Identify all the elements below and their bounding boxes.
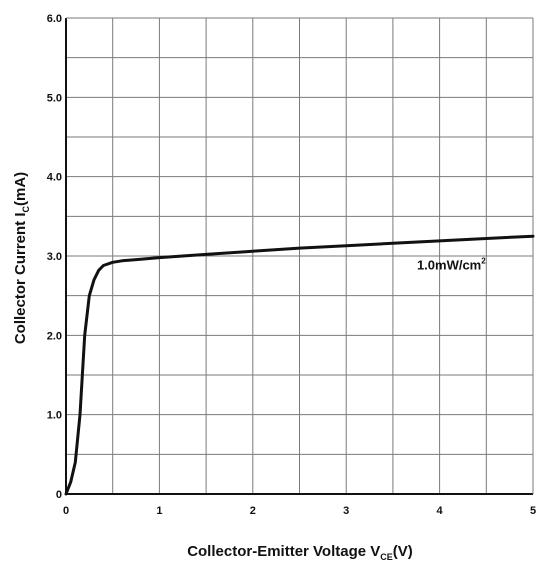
tick-labels: 0 1 2 3 4 5 0 1.0 2.0 3.0 4.0 5.0 6.0 [47, 13, 536, 517]
y-tick-label: 5.0 [47, 92, 62, 104]
y-tick-label: 1.0 [47, 410, 62, 422]
x-tick-label: 3 [343, 505, 349, 517]
x-tick-label: 5 [530, 505, 536, 517]
x-tick-label: 4 [437, 505, 444, 517]
axes [65, 17, 534, 495]
curve-annotation: 1.0mW/cm2 [417, 256, 486, 272]
y-tick-label: 3.0 [47, 251, 62, 263]
grid [66, 18, 533, 494]
x-axis-label: Collector-Emitter Voltage VCE(V) [187, 543, 413, 562]
x-axis-label-main: Collector-Emitter Voltage V [187, 543, 380, 560]
x-axis-label-unit: (V) [393, 543, 413, 560]
y-tick-label: 4.0 [47, 172, 62, 184]
y-tick-label: 6.0 [47, 13, 62, 25]
y-axis-label-main: Collector Current I [12, 212, 29, 344]
y-axis-label: Collector Current IC(mA) [12, 172, 31, 344]
x-tick-label: 1 [156, 505, 162, 517]
x-tick-label: 0 [63, 505, 69, 517]
x-axis-label-sub: CE [380, 552, 393, 562]
curve-annotation-text: 1.0mW/cm [417, 257, 481, 272]
y-axis-label-unit: (mA) [12, 172, 29, 206]
y-tick-label: 2.0 [47, 330, 62, 342]
x-tick-label: 2 [250, 505, 256, 517]
curve-annotation-sup: 2 [481, 256, 486, 265]
series-line [64, 234, 535, 496]
y-axis-label-sub: C [21, 205, 31, 212]
series [64, 234, 535, 496]
y-tick-label: 0 [56, 489, 62, 501]
